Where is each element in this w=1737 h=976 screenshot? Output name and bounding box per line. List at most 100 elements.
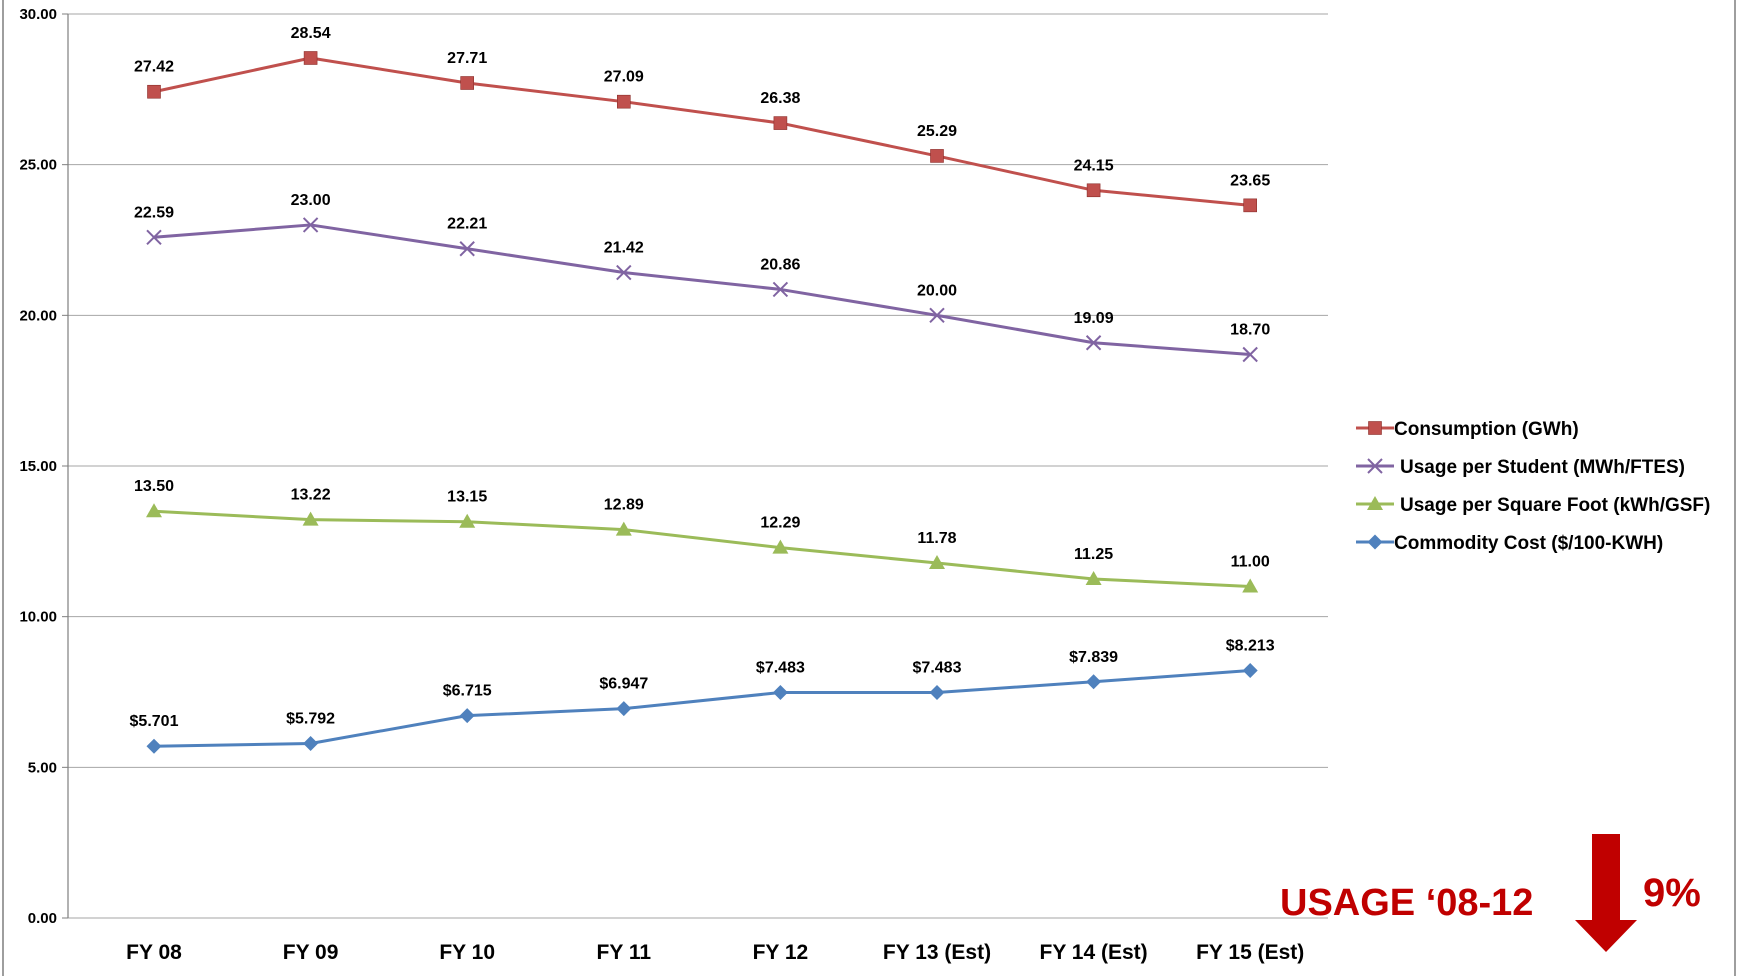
data-point-consumption-gwh [773, 116, 788, 130]
data-point-usage-per-student-mwh-ftes [302, 217, 319, 233]
legend-label: Usage per Square Foot (kWh/GSF) [1400, 495, 1710, 516]
data-point-usage-per-square-foot-kwh-gsf [615, 521, 632, 536]
data-label-consumption-gwh: 27.71 [447, 50, 487, 67]
data-point-commodity-cost-100-kwh [772, 685, 788, 701]
data-point-usage-per-student-mwh-ftes [459, 241, 475, 257]
data-point-commodity-cost-100-kwh [929, 685, 945, 701]
series-usage-per-square-foot-kwh-gsf [146, 503, 1259, 593]
data-label-commodity-cost-100-kwh: $8.213 [1226, 638, 1275, 655]
data-label-usage-per-square-foot-kwh-gsf: 13.22 [291, 487, 331, 504]
annotation: USAGE ‘08-12 9% [1280, 834, 1701, 952]
data-point-usage-per-student-mwh-ftes [929, 307, 945, 324]
annotation-usage-label: USAGE ‘08-12 [1280, 882, 1533, 924]
data-label-commodity-cost-100-kwh: $5.792 [286, 710, 335, 727]
data-point-consumption-gwh [1243, 198, 1257, 213]
data-label-usage-per-square-foot-kwh-gsf: 12.89 [604, 497, 644, 514]
data-label-commodity-cost-100-kwh: $6.947 [599, 676, 648, 693]
x-tick-label: FY 09 [283, 941, 339, 964]
data-point-commodity-cost-100-kwh [1242, 663, 1258, 679]
data-point-usage-per-square-foot-kwh-gsf [772, 539, 789, 554]
y-tick-label: 5.00 [28, 759, 57, 776]
gridlines [68, 13, 1328, 919]
x-tick-label: FY 11 [597, 941, 652, 964]
data-label-consumption-gwh: 26.38 [760, 90, 800, 107]
data-point-usage-per-square-foot-kwh-gsf [302, 511, 319, 526]
data-point-usage-per-student-mwh-ftes [146, 229, 162, 245]
data-label-usage-per-student-mwh-ftes: 23.00 [291, 192, 331, 209]
x-tick-label: FY 15 (Est) [1196, 941, 1304, 964]
legend-entry-commodity-cost-100-kwh: Commodity Cost ($/100-KWH) [1356, 533, 1663, 554]
data-point-usage-per-square-foot-kwh-gsf [146, 503, 162, 518]
legend-label: Usage per Student (MWh/FTES) [1400, 457, 1685, 478]
series-line-usage-per-square-foot-kwh-gsf [153, 509, 1251, 589]
data-point-commodity-cost-100-kwh [1086, 674, 1102, 690]
data-point-usage-per-square-foot-kwh-gsf [1085, 571, 1102, 585]
data-label-usage-per-student-mwh-ftes: 20.00 [917, 282, 957, 299]
data-label-usage-per-square-foot-kwh-gsf: 13.50 [134, 478, 174, 495]
data-point-usage-per-square-foot-kwh-gsf [459, 513, 476, 528]
legend-entry-consumption-gwh: Consumption (GWh) [1356, 419, 1579, 440]
y-tick-label: 20.00 [19, 307, 57, 324]
data-label-commodity-cost-100-kwh: $7.483 [913, 660, 962, 677]
data-label-usage-per-square-foot-kwh-gsf: 12.29 [760, 515, 800, 532]
legend-swatch-marker [1367, 534, 1383, 550]
data-label-commodity-cost-100-kwh: $6.715 [443, 683, 492, 700]
data-label-consumption-gwh: 27.09 [604, 69, 644, 86]
legend-entry-usage-per-student-mwh-ftes: Usage per Student (MWh/FTES) [1356, 457, 1685, 478]
data-point-commodity-cost-100-kwh [146, 738, 162, 754]
series-line-usage-per-student-mwh-ftes [153, 223, 1251, 357]
legend-swatch-marker [1368, 421, 1382, 435]
data-label-commodity-cost-100-kwh: $7.839 [1069, 649, 1118, 666]
data-point-usage-per-student-mwh-ftes [1085, 335, 1102, 351]
data-point-usage-per-student-mwh-ftes [616, 264, 632, 281]
legend: Consumption (GWh) Usage per Student (MWh/… [1356, 419, 1710, 554]
y-tick-label: 0.00 [28, 910, 57, 927]
legend-swatch-marker [1367, 496, 1383, 510]
y-tick-label: 25.00 [19, 157, 57, 174]
series-line-commodity-cost-100-kwh [153, 669, 1251, 748]
data-label-usage-per-student-mwh-ftes: 22.59 [134, 204, 174, 221]
data-label-usage-per-square-foot-kwh-gsf: 11.00 [1231, 554, 1270, 571]
data-point-usage-per-square-foot-kwh-gsf [929, 555, 945, 570]
down-arrow-icon [1575, 834, 1637, 952]
data-label-usage-per-student-mwh-ftes: 21.42 [604, 240, 644, 257]
data-point-usage-per-student-mwh-ftes [1242, 346, 1258, 363]
data-label-consumption-gwh: 27.42 [134, 59, 174, 76]
data-point-commodity-cost-100-kwh [459, 708, 475, 724]
legend-entry-usage-per-square-foot-kwh-gsf: Usage per Square Foot (kWh/GSF) [1356, 495, 1710, 516]
data-label-usage-per-square-foot-kwh-gsf: 13.15 [447, 489, 487, 506]
annotation-percent: 9% [1643, 871, 1701, 915]
data-point-consumption-gwh [616, 94, 631, 109]
data-label-consumption-gwh: 23.65 [1230, 172, 1270, 189]
data-point-consumption-gwh [460, 76, 475, 90]
data-label-usage-per-student-mwh-ftes: 20.86 [760, 256, 800, 273]
series-commodity-cost-100-kwh [146, 663, 1258, 754]
data-labels: 27.42 28.54 27.71 27.09 26.38 25.29 24.15 23.65… [130, 25, 1275, 730]
data-point-consumption-gwh [1086, 183, 1101, 198]
data-point-usage-per-student-mwh-ftes [772, 281, 789, 298]
data-label-consumption-gwh: 25.29 [917, 123, 957, 140]
data-point-commodity-cost-100-kwh [303, 735, 319, 751]
data-label-commodity-cost-100-kwh: $5.701 [130, 713, 179, 730]
series-line-consumption-gwh [153, 56, 1251, 207]
x-tick-label: FY 14 (Est) [1040, 941, 1148, 964]
y-tick-label: 30.00 [19, 6, 57, 23]
y-tick-label: 10.00 [19, 609, 57, 626]
data-label-usage-per-square-foot-kwh-gsf: 11.25 [1074, 546, 1113, 563]
x-tick-label: FY 12 [753, 941, 809, 964]
data-label-usage-per-square-foot-kwh-gsf: 11.78 [917, 530, 956, 547]
x-tick-label: FY 08 [126, 941, 182, 964]
x-tick-label: FY 10 [439, 941, 495, 964]
data-label-usage-per-student-mwh-ftes: 19.09 [1074, 310, 1114, 327]
data-label-usage-per-student-mwh-ftes: 18.70 [1230, 322, 1270, 339]
legend-label: Commodity Cost ($/100-KWH) [1394, 533, 1663, 554]
series-consumption-gwh [147, 51, 1257, 213]
series-usage-per-student-mwh-ftes [146, 217, 1258, 363]
data-label-consumption-gwh: 28.54 [291, 25, 331, 42]
legend-label: Consumption (GWh) [1394, 419, 1579, 440]
series-lines [146, 51, 1259, 754]
y-tick-label: 15.00 [19, 458, 57, 475]
